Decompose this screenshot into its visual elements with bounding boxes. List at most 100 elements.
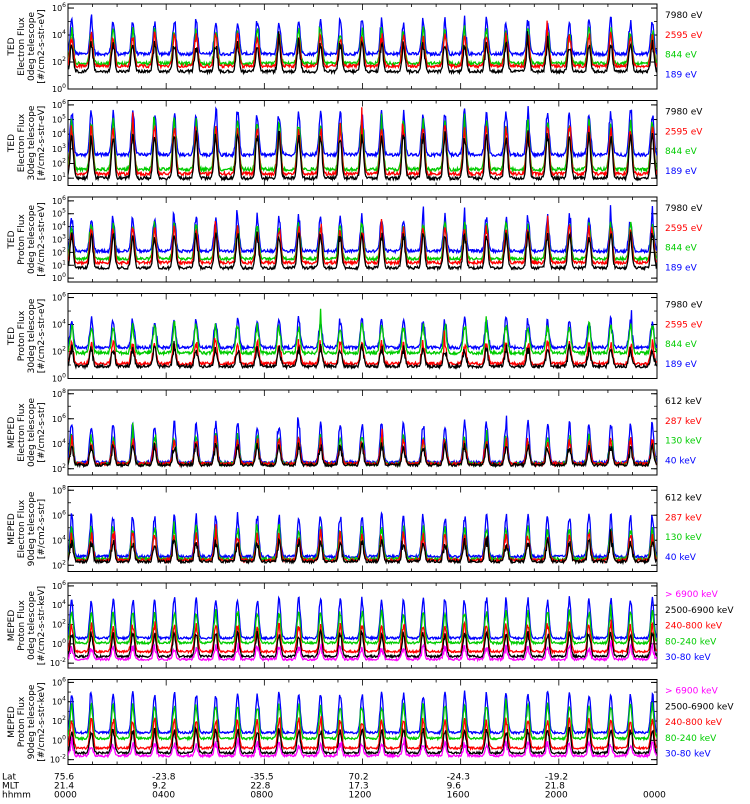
series-line xyxy=(68,25,657,68)
series-line xyxy=(68,330,657,368)
series-line xyxy=(68,31,657,76)
legend-entry: 2595 eV xyxy=(665,31,703,41)
legend-entry: 2500-6900 keV xyxy=(665,606,734,616)
y-axis-label: TEDProton Flux30deg telescope[#/cm2-s-st… xyxy=(7,298,47,373)
y-tick-label: 106 xyxy=(52,676,66,687)
y-tick-label: 102 xyxy=(52,246,66,257)
footer-row-label: Lat xyxy=(2,773,17,783)
y-axis-label: TEDElectron Flux0deg telescope[#/cm2-s-s… xyxy=(7,9,47,84)
hhmm-value: 0000 xyxy=(54,791,77,801)
y-tick-label: 108 xyxy=(52,388,66,399)
y-tick-label: 104 xyxy=(52,599,66,610)
series-line xyxy=(68,715,657,752)
legend-entry: > 6900 keV xyxy=(665,687,719,697)
legend-entry: 2500-6900 keV xyxy=(665,702,734,712)
series-line xyxy=(68,690,657,736)
legend-entry: 189 eV xyxy=(665,360,698,370)
y-tick-label: 102 xyxy=(52,346,66,357)
series-line xyxy=(68,604,657,646)
legend-entry: 240-800 keV xyxy=(665,622,723,632)
lat-value: -23.8 xyxy=(152,773,176,783)
y-tick-label: 106 xyxy=(52,413,66,424)
y-tick-label: 101 xyxy=(52,172,66,183)
panel-6: 102 104 106 108 MEPEDElectron Flux90deg tele… xyxy=(7,484,702,572)
series-line xyxy=(68,736,657,759)
series-line xyxy=(68,107,657,178)
y-tick-label: 104 xyxy=(52,221,66,232)
mlt-value: 17.3 xyxy=(349,782,369,792)
panel-8: 10-2 100 102 104 106 MEPEDProton Flux90deg te… xyxy=(7,676,734,765)
series-line xyxy=(68,14,657,58)
y-axis-label: MEPEDProton Flux90deg telescope[#/cm2-s-… xyxy=(7,682,47,761)
series-line xyxy=(68,619,657,655)
legend-entry: 7980 eV xyxy=(665,11,703,21)
legend-entry: 40 keV xyxy=(665,553,697,563)
series-line xyxy=(68,130,657,183)
legend-entry: 844 eV xyxy=(665,51,698,61)
y-tick-label: 102 xyxy=(52,463,66,474)
y-tick-label: 103 xyxy=(52,143,66,154)
panel-7: 10-2 100 102 104 106 MEPEDProton Flux0deg tel… xyxy=(7,580,734,669)
legend-entry: 844 eV xyxy=(665,340,698,350)
series-line xyxy=(68,20,657,70)
y-tick-label: 106 xyxy=(52,2,66,13)
legend-entry: 844 eV xyxy=(665,147,698,157)
legend-entry: 240-800 keV xyxy=(665,718,723,728)
legend-entry: 7980 eV xyxy=(665,108,703,118)
series-line xyxy=(68,340,657,371)
y-tick-label: 106 xyxy=(52,195,66,206)
mlt-value: 9.2 xyxy=(152,782,166,792)
series-line xyxy=(68,308,657,357)
legend-entry: 287 keV xyxy=(665,417,702,427)
series-line xyxy=(68,441,657,469)
legend-entry: 2595 eV xyxy=(665,320,703,330)
series-line xyxy=(68,205,657,255)
hhmm-value: 0000 xyxy=(643,791,666,801)
series-line xyxy=(68,698,657,742)
y-tick-label: 102 xyxy=(52,619,66,630)
series-line xyxy=(68,595,657,642)
hhmm-value: 0800 xyxy=(250,791,273,801)
y-tick-label: 102 xyxy=(52,559,66,570)
y-axis-label: MEPEDProton Flux0deg telescope[#/cm2-s-s… xyxy=(7,586,47,665)
legend-entry: > 6900 keV xyxy=(665,590,719,600)
series-line xyxy=(68,628,657,660)
y-axis-label: TEDProton Flux0deg telescope[#/cm2-s-str… xyxy=(7,202,47,277)
y-tick-label: 102 xyxy=(52,56,66,67)
mlt-value: 22.8 xyxy=(250,782,270,792)
y-tick-label: 102 xyxy=(52,158,66,169)
y-tick-label: 100 xyxy=(52,83,66,94)
series-line xyxy=(68,310,657,352)
y-tick-label: 104 xyxy=(52,128,66,139)
series-line xyxy=(68,529,657,566)
panel-2: 101 102 103 104 105 106 TEDElectron Flux30deg … xyxy=(7,99,703,186)
mlt-value: 21.8 xyxy=(545,782,565,792)
y-tick-label: 10-2 xyxy=(50,657,66,668)
legend-entry: 2595 eV xyxy=(665,127,703,137)
footer: LatMLThhmm202175.6-23.8-35.570.2-24.3-19… xyxy=(2,773,674,804)
mlt-value: 9.6 xyxy=(447,782,462,792)
legend-entry: 30-80 keV xyxy=(665,653,711,663)
y-tick-label: 105 xyxy=(52,208,66,219)
legend-entry: 7980 eV xyxy=(665,204,703,214)
y-tick-label: 100 xyxy=(52,734,66,745)
panel-4: 100 102 104 106 TEDProton Flux30deg telescop… xyxy=(7,292,703,384)
legend-entry: 287 keV xyxy=(665,513,702,523)
y-tick-label: 104 xyxy=(52,696,66,707)
legend-entry: 189 eV xyxy=(665,263,698,273)
panel-5: 102 104 106 108 MEPEDElectron Flux0deg teles… xyxy=(7,388,702,476)
panel-frame xyxy=(67,389,658,476)
legend-entry: 30-80 keV xyxy=(665,750,711,760)
legend-entry: 40 keV xyxy=(665,456,697,466)
y-tick-label: 100 xyxy=(52,638,66,649)
lat-value: 70.2 xyxy=(349,773,369,783)
legend-entry: 130 keV xyxy=(665,437,702,447)
y-tick-label: 101 xyxy=(52,259,66,270)
hhmm-value: 0400 xyxy=(152,791,175,801)
legend-entry: 130 keV xyxy=(665,533,702,543)
legend-entry: 612 keV xyxy=(665,397,702,407)
series-line xyxy=(68,640,657,663)
series-line xyxy=(68,231,657,272)
y-tick-label: 100 xyxy=(52,272,66,283)
